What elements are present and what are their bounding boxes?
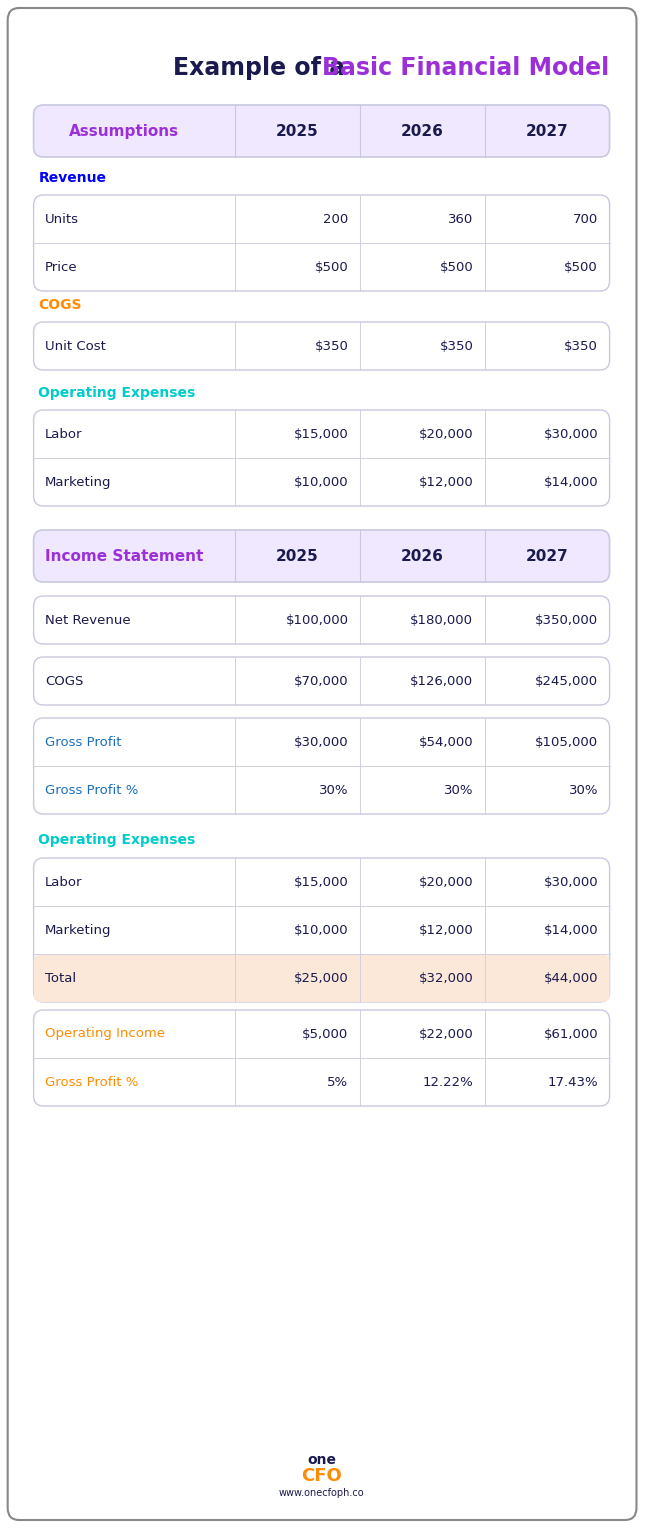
Text: Price: Price: [45, 260, 78, 274]
Text: Operating Expenses: Operating Expenses: [38, 833, 196, 847]
Text: 2027: 2027: [526, 549, 568, 564]
Text: Revenue: Revenue: [38, 171, 107, 185]
Text: Gross Profit %: Gross Profit %: [45, 1076, 138, 1088]
Text: $25,000: $25,000: [294, 972, 348, 984]
Text: 2027: 2027: [526, 124, 568, 139]
Text: $500: $500: [315, 260, 348, 274]
Text: $350: $350: [315, 339, 348, 353]
Text: Labor: Labor: [45, 428, 83, 440]
Text: 2026: 2026: [401, 124, 444, 139]
Text: $180,000: $180,000: [410, 614, 473, 626]
Text: $30,000: $30,000: [544, 876, 598, 888]
Text: Units: Units: [45, 212, 79, 226]
Text: CFO: CFO: [301, 1467, 342, 1485]
Text: $105,000: $105,000: [535, 735, 598, 749]
Text: 360: 360: [448, 212, 473, 226]
Text: COGS: COGS: [38, 298, 82, 312]
FancyBboxPatch shape: [34, 859, 609, 1002]
Text: $15,000: $15,000: [294, 428, 348, 440]
FancyBboxPatch shape: [34, 105, 609, 157]
Text: Assumptions: Assumptions: [69, 124, 179, 139]
Text: 30%: 30%: [444, 784, 473, 796]
Text: www.onecfoph.co: www.onecfoph.co: [278, 1488, 364, 1497]
Text: Gross Profit %: Gross Profit %: [45, 784, 138, 796]
Text: $32,000: $32,000: [419, 972, 473, 984]
Text: $350: $350: [440, 339, 473, 353]
FancyBboxPatch shape: [34, 322, 609, 370]
Text: $70,000: $70,000: [294, 674, 348, 688]
Text: Example of a: Example of a: [173, 57, 353, 79]
Text: 30%: 30%: [568, 784, 598, 796]
FancyBboxPatch shape: [34, 718, 609, 814]
Text: Total: Total: [45, 972, 76, 984]
Text: $61,000: $61,000: [544, 1027, 598, 1041]
Text: one: one: [307, 1453, 336, 1467]
FancyBboxPatch shape: [34, 196, 609, 290]
Text: Marketing: Marketing: [45, 923, 111, 937]
Text: Marketing: Marketing: [45, 475, 111, 489]
Text: $54,000: $54,000: [419, 735, 473, 749]
Text: Unit Cost: Unit Cost: [45, 339, 106, 353]
Text: Operating Income: Operating Income: [45, 1027, 165, 1041]
Text: $100,000: $100,000: [285, 614, 348, 626]
Text: $10,000: $10,000: [294, 923, 348, 937]
Text: Income Statement: Income Statement: [45, 549, 203, 564]
Text: $15,000: $15,000: [294, 876, 348, 888]
Text: 17.43%: 17.43%: [548, 1076, 598, 1088]
Text: 2025: 2025: [276, 549, 319, 564]
FancyBboxPatch shape: [34, 953, 609, 1002]
Text: $245,000: $245,000: [535, 674, 598, 688]
FancyBboxPatch shape: [34, 596, 609, 643]
Text: Labor: Labor: [45, 876, 83, 888]
Text: $500: $500: [564, 260, 598, 274]
FancyBboxPatch shape: [34, 657, 609, 704]
Text: 2026: 2026: [401, 549, 444, 564]
Text: $5,000: $5,000: [302, 1027, 348, 1041]
FancyBboxPatch shape: [34, 410, 609, 506]
Text: $44,000: $44,000: [544, 972, 598, 984]
Text: Net Revenue: Net Revenue: [45, 614, 131, 626]
Text: $126,000: $126,000: [410, 674, 473, 688]
Text: 200: 200: [323, 212, 348, 226]
Text: $30,000: $30,000: [544, 428, 598, 440]
Text: $22,000: $22,000: [419, 1027, 473, 1041]
Text: 2025: 2025: [276, 124, 319, 139]
Text: $12,000: $12,000: [419, 475, 473, 489]
Text: $350: $350: [564, 339, 598, 353]
Text: 12.22%: 12.22%: [423, 1076, 473, 1088]
Text: $350,000: $350,000: [535, 614, 598, 626]
Text: 5%: 5%: [327, 1076, 348, 1088]
Text: $20,000: $20,000: [419, 428, 473, 440]
Text: $20,000: $20,000: [419, 876, 473, 888]
FancyBboxPatch shape: [34, 530, 609, 582]
Text: 30%: 30%: [319, 784, 348, 796]
Text: 700: 700: [573, 212, 598, 226]
Text: COGS: COGS: [45, 674, 83, 688]
FancyBboxPatch shape: [34, 1010, 609, 1106]
Text: $10,000: $10,000: [294, 475, 348, 489]
Text: Basic Financial Model: Basic Financial Model: [321, 57, 609, 79]
Text: $12,000: $12,000: [419, 923, 473, 937]
Text: $30,000: $30,000: [294, 735, 348, 749]
Text: $14,000: $14,000: [544, 923, 598, 937]
Text: Operating Expenses: Operating Expenses: [38, 387, 196, 400]
Text: $500: $500: [440, 260, 473, 274]
Text: Gross Profit: Gross Profit: [45, 735, 121, 749]
Text: $14,000: $14,000: [544, 475, 598, 489]
